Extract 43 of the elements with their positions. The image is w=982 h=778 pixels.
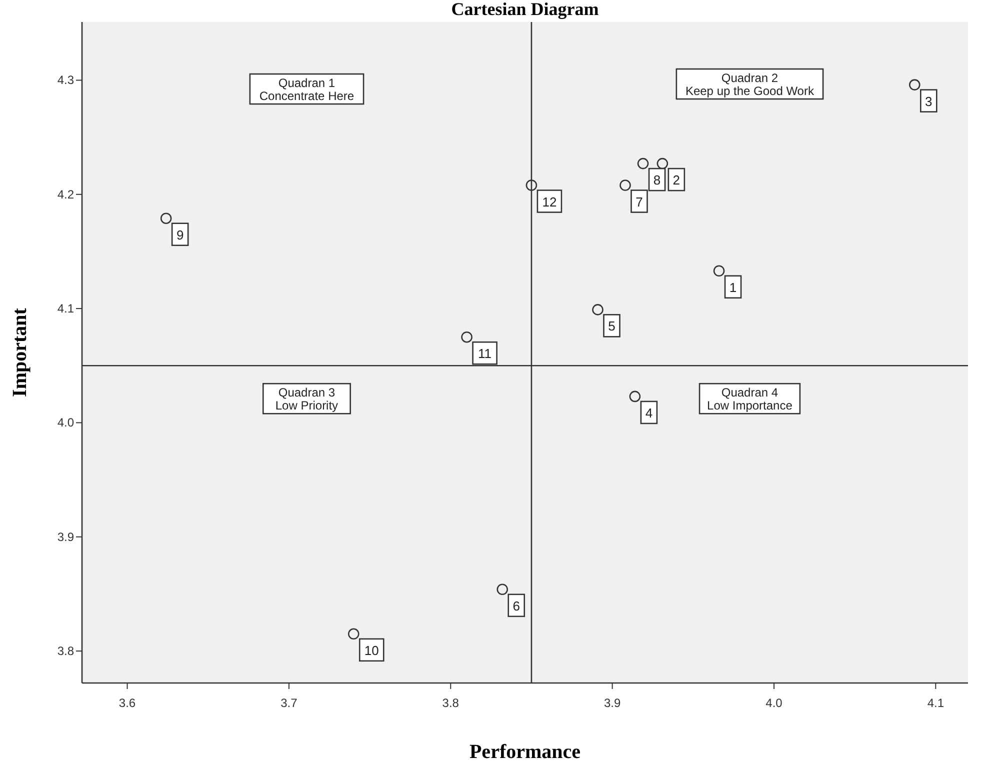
annotation: 11 — [478, 346, 492, 362]
y-tick-label: 4.1 — [57, 302, 74, 316]
point — [637, 158, 649, 170]
y-tick-label: 4.3 — [57, 73, 74, 88]
x-tick-label: 3.7 — [280, 696, 298, 710]
y-tick-label: 4.2 — [57, 187, 74, 202]
annotation: 6 — [512, 598, 520, 614]
point — [592, 304, 604, 316]
annotation: Quadran 3 Low Priority — [275, 386, 338, 413]
annotation: 5 — [608, 318, 616, 334]
x-tick-label: 3.9 — [604, 696, 621, 710]
point — [713, 265, 725, 277]
annotation: Quadran 4 Low Importance — [707, 386, 793, 413]
y-axis-title: Important — [9, 308, 31, 397]
point — [908, 79, 920, 90]
annotation: 7 — [636, 194, 643, 210]
x-tick-label: 4.0 — [766, 696, 783, 710]
x-tick-label: 3.8 — [442, 696, 460, 710]
x-axis-title: Performance — [469, 741, 581, 763]
point — [496, 584, 508, 596]
point — [656, 158, 668, 170]
chart-title: Cartesian Diagram — [451, 0, 599, 19]
annotation: 12 — [542, 194, 557, 210]
point — [160, 212, 172, 224]
point — [629, 390, 641, 402]
x-tick-label: 3.6 — [118, 696, 136, 710]
annotation: 4 — [645, 405, 653, 420]
y-tick-label: 4.0 — [57, 416, 74, 430]
x-tick-label: 4.1 — [927, 696, 944, 710]
annotation: Quadran 2 Keep up the Good Work — [685, 71, 815, 98]
y-tick-label: 3.9 — [57, 530, 74, 544]
annotation: 9 — [176, 227, 184, 242]
annotation: 10 — [364, 642, 379, 658]
point — [526, 180, 538, 191]
annotation: 8 — [653, 172, 661, 188]
annotation: Quadran 1 Concentrate Here — [259, 76, 354, 103]
y-tick-label: 3.8 — [57, 644, 74, 658]
point — [348, 628, 360, 640]
annotation: 3 — [925, 94, 932, 109]
annotation: 1 — [729, 280, 737, 295]
annotation: 2 — [672, 172, 680, 188]
point — [620, 180, 631, 191]
point — [461, 331, 472, 343]
